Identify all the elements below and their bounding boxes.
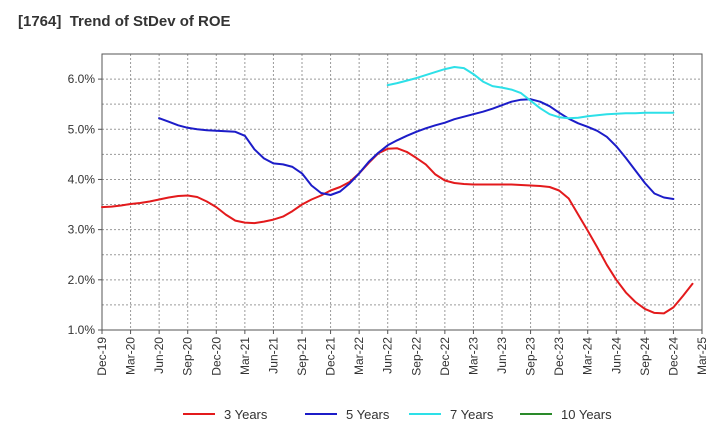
legend: 3 Years 5 Years 7 Years 10 Years [183,407,612,422]
gridlines [101,53,703,330]
x-tick-label: Jun-21 [266,337,280,374]
x-tick-label: Mar-23 [466,337,480,375]
y-tick-label: 2.0% [68,273,96,287]
series-line-3-years [101,147,694,315]
x-tick-label: Mar-21 [238,337,252,375]
x-tick-label: Dec-20 [209,337,223,376]
x-tick-label: Dec-23 [552,337,566,376]
x-tick-label: Sep-21 [295,337,309,376]
x-tick-label: Mar-20 [124,337,138,375]
x-tick-label: Mar-25 [695,337,709,375]
chart-title: [1764] Trend of StDev of ROE [18,13,231,30]
legend-label-5-years: 5 Years [346,407,390,422]
series-line-5-years [158,98,675,200]
x-tick-label: Sep-24 [638,337,652,376]
x-tick-label: Jun-22 [381,337,395,374]
x-tick-label: Jun-24 [609,337,623,374]
legend-label-7-years: 7 Years [450,407,494,422]
x-tick-label: Mar-22 [352,337,366,375]
series-line-7-years [386,66,675,120]
x-tick-label: Sep-20 [181,337,195,376]
plot-frame [101,53,703,331]
x-tick-label: Dec-24 [666,337,680,376]
y-tick-label: 1.0% [68,323,96,337]
x-tick-label: Dec-19 [95,337,109,376]
y-tick-label: 3.0% [68,223,96,237]
x-tick-label: Sep-22 [409,337,423,376]
x-tick-label: Jun-20 [152,337,166,374]
series-lines [101,66,694,315]
x-tick-label: Jun-23 [495,337,509,374]
x-tick-label: Mar-24 [581,337,595,375]
x-tick-label: Sep-23 [524,337,538,376]
y-tick-label: 6.0% [68,72,96,86]
y-axis: 1.0% 2.0% 3.0% 4.0% 5.0% 6.0% [68,72,102,337]
plot-area [102,54,702,330]
legend-label-3-years: 3 Years [224,407,268,422]
legend-label-10-years: 10 Years [561,407,612,422]
y-tick-label: 4.0% [68,172,96,186]
x-axis: Dec-19 Mar-20 Jun-20 Sep-20 Dec-20 Mar-21 Jun-… [95,330,709,376]
x-tick-label: Dec-21 [324,337,338,376]
y-tick-label: 5.0% [68,122,96,136]
x-tick-label: Dec-22 [438,337,452,376]
